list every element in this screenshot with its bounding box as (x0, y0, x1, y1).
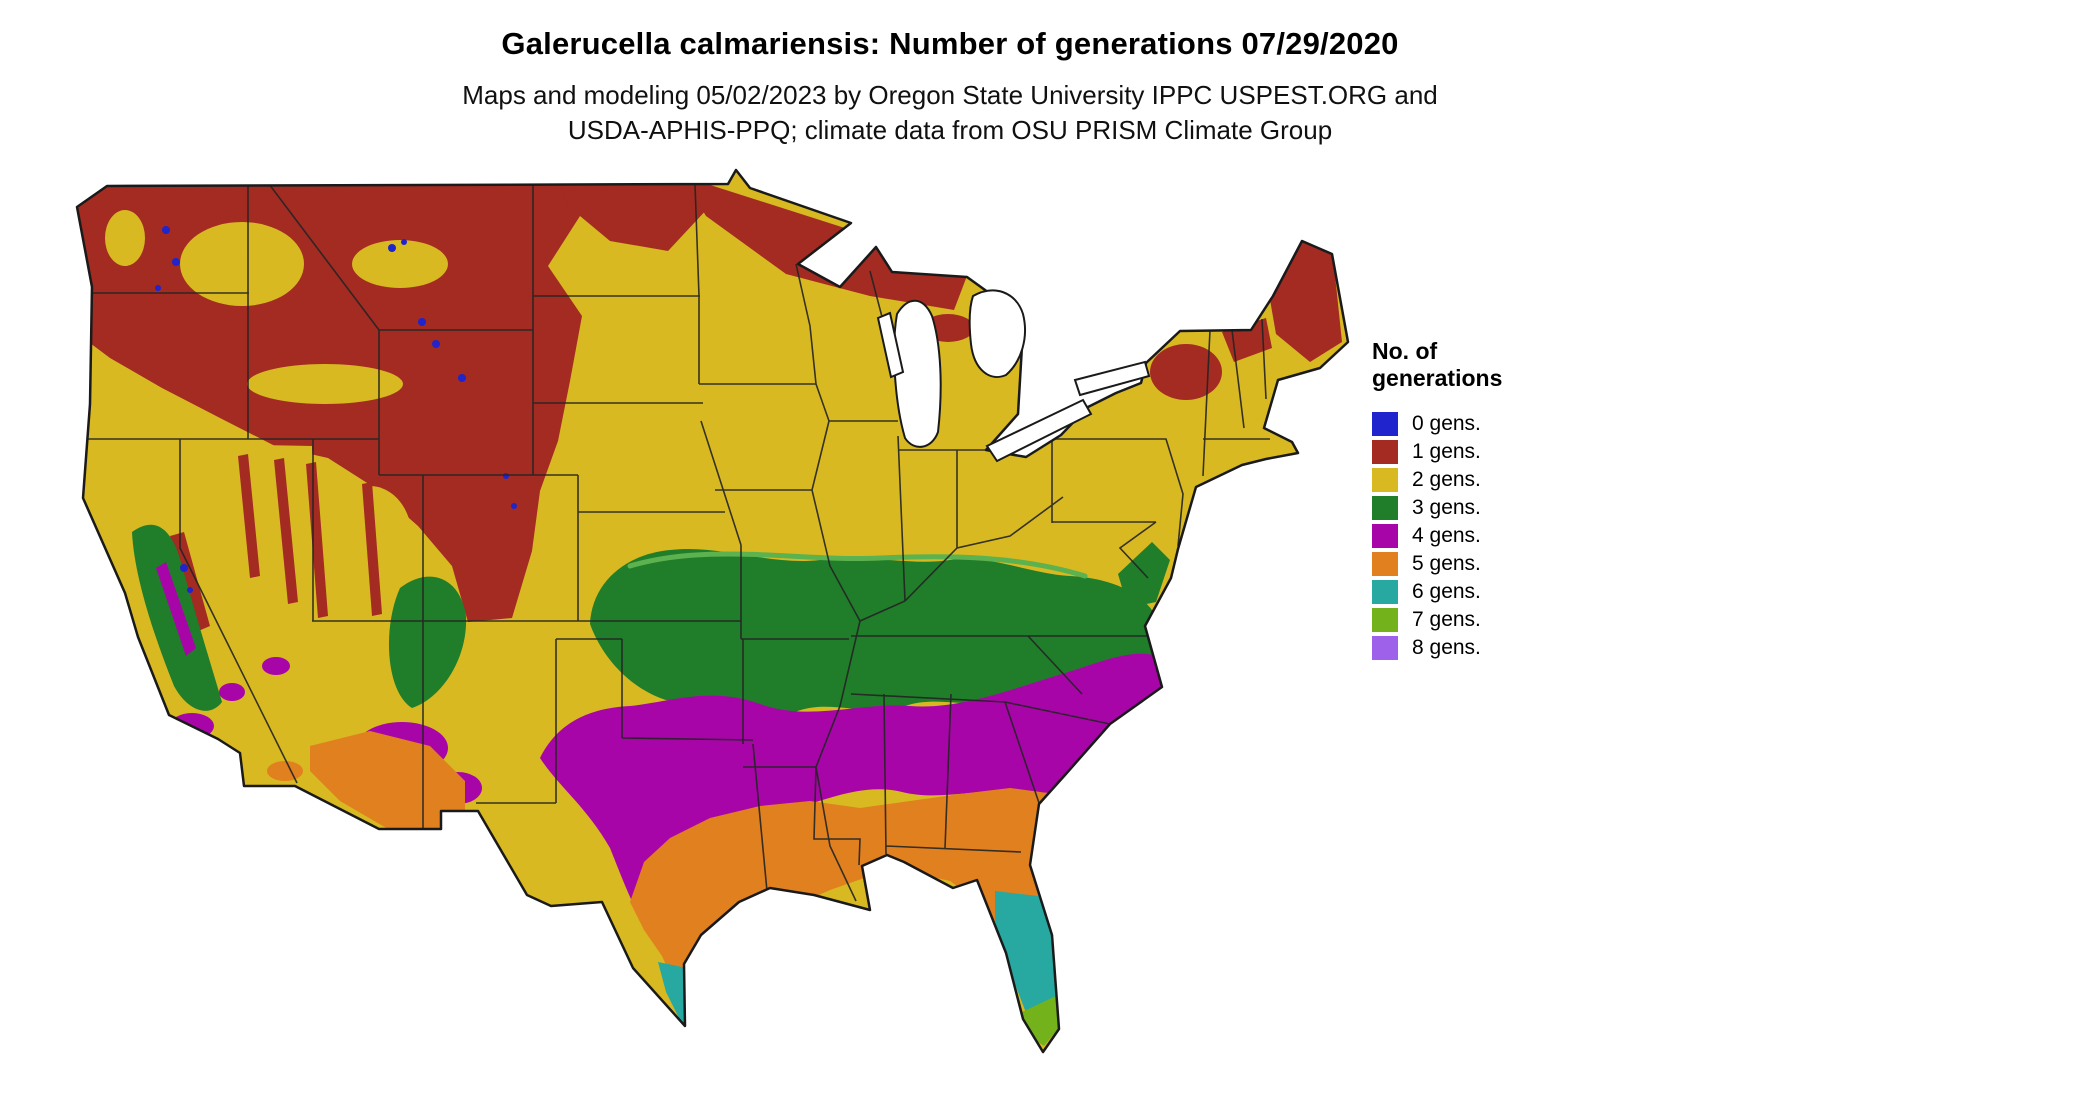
legend-swatch-6-gens (1372, 580, 1398, 605)
us-outline (75, 168, 1350, 1054)
great-lakes (876, 289, 1151, 463)
legend-title-line-2: generations (1372, 365, 1503, 392)
legend-item: 3 gens. (1372, 494, 1582, 522)
lake-ontario (1073, 360, 1151, 397)
lake-erie (985, 398, 1093, 463)
lake-huron (968, 289, 1027, 378)
legend-item: 7 gens. (1372, 606, 1582, 634)
band-5-gens (267, 731, 1078, 1018)
subtitle-line-1: Maps and modeling 05/02/2023 by Oregon S… (462, 80, 1438, 110)
legend-swatch-3-gens (1372, 496, 1398, 521)
generation-raster-layers (77, 170, 1348, 1052)
legend-swatch-0-gens (1372, 412, 1398, 437)
lake-michigan (893, 299, 942, 448)
legend-item-label: 7 gens. (1412, 608, 1481, 632)
us-map-svg (75, 168, 1350, 1054)
band-0-gens-specks (155, 226, 517, 593)
legend-item-label: 3 gens. (1412, 496, 1481, 520)
legend-title: No. of generations (1372, 338, 1582, 392)
legend-title-line-1: No. of (1372, 338, 1438, 364)
legend-item: 0 gens. (1372, 410, 1582, 438)
legend-swatch-8-gens (1372, 636, 1398, 661)
legend-item: 8 gens. (1372, 634, 1582, 662)
legend-item: 1 gens. (1372, 438, 1582, 466)
green-bay (876, 311, 905, 379)
legend-item-label: 5 gens. (1412, 552, 1481, 576)
legend-swatch-1-gens (1372, 440, 1398, 465)
page-subtitle: Maps and modeling 05/02/2023 by Oregon S… (0, 78, 1900, 148)
us-generations-map (70, 146, 1355, 1101)
legend-item-label: 1 gens. (1412, 440, 1481, 464)
page-title: Galerucella calmariensis: Number of gene… (501, 26, 1399, 61)
legend-swatch-2-gens (1372, 468, 1398, 493)
map-header: Galerucella calmariensis: Number of gene… (0, 26, 1900, 148)
legend-item: 2 gens. (1372, 466, 1582, 494)
legend-item: 5 gens. (1372, 550, 1582, 578)
legend-item-label: 4 gens. (1412, 524, 1481, 548)
legend: No. of generations 0 gens. 1 gens. 2 gen… (1372, 338, 1582, 662)
state-boundaries (77, 183, 1270, 902)
legend-swatch-7-gens (1372, 608, 1398, 633)
subtitle-line-2: USDA-APHIS-PPQ; climate data from OSU PR… (567, 115, 1333, 146)
legend-swatch-4-gens (1372, 524, 1398, 549)
legend-item-label: 0 gens. (1412, 412, 1481, 436)
legend-item: 4 gens. (1372, 522, 1582, 550)
legend-swatch-5-gens (1372, 552, 1398, 577)
legend-item-label: 6 gens. (1412, 580, 1481, 604)
legend-item-label: 2 gens. (1412, 468, 1481, 492)
legend-item-label: 8 gens. (1412, 636, 1481, 660)
legend-item: 6 gens. (1372, 578, 1582, 606)
band-1-gens-stripes (170, 454, 382, 632)
